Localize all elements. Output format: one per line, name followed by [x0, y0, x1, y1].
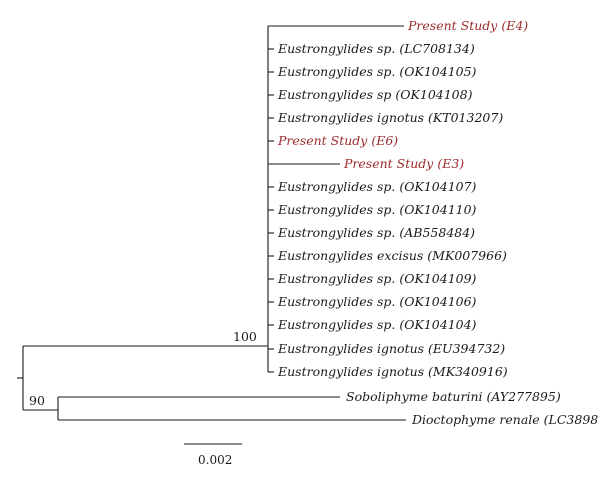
taxon-label-e6: Present Study (E6) [277, 133, 398, 148]
taxon-label-ok104108: Eustrongylides sp (OK104108) [277, 87, 473, 102]
taxon-label-ok104106: Eustrongylides sp. (OK104106) [277, 294, 477, 309]
taxon-label-ok104107: Eustrongylides sp. (OK104107) [277, 179, 477, 194]
scale-bar: 0.002 [184, 443, 242, 467]
support-value-eustrongylides: 100 [233, 329, 257, 344]
taxon-label-ok104104: Eustrongylides sp. (OK104104) [277, 317, 477, 332]
scale-bar-label: 0.002 [198, 453, 232, 467]
taxon-label-e4: Present Study (E4) [407, 18, 528, 33]
taxon-label-lc708134: Eustrongylides sp. (LC708134) [277, 41, 475, 56]
taxon-label-mk340916: Eustrongylides ignotus (MK340916) [277, 364, 508, 379]
tree-branches [17, 25, 406, 421]
taxon-label-ok104110: Eustrongylides sp. (OK104110) [277, 202, 477, 217]
taxon-label-kt013207: Eustrongylides ignotus (KT013207) [277, 110, 503, 125]
taxon-label-e3: Present Study (E3) [343, 156, 464, 171]
taxon-label-ay277895: Soboliphyme baturini (AY277895) [346, 389, 561, 404]
taxon-label-ab558484: Eustrongylides sp. (AB558484) [277, 225, 475, 240]
support-values: 100 90 [29, 329, 257, 408]
taxon-labels: Present Study (E4) Eustrongylides sp. (L… [277, 18, 600, 427]
taxon-label-eu394732: Eustrongylides ignotus (EU394732) [277, 341, 505, 356]
taxon-label-lc389871: Dioctophyme renale (LC389871) [411, 412, 600, 427]
taxon-label-ok104105: Eustrongylides sp. (OK104105) [277, 64, 477, 79]
support-value-outgroup: 90 [29, 393, 45, 408]
taxon-label-mk007966: Eustrongylides excisus (MK007966) [277, 248, 507, 263]
taxon-label-ok104109: Eustrongylides sp. (OK104109) [277, 271, 477, 286]
